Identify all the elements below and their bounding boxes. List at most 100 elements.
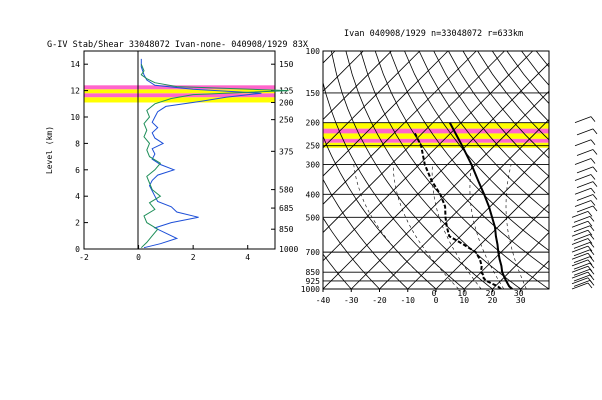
isotherm (323, 51, 392, 121)
skewt-band (323, 138, 549, 143)
dry-adiabat (345, 51, 522, 289)
temp-tick-label: 0 (434, 296, 439, 305)
isotherm-label: 30 (514, 289, 524, 298)
wind-barb-flag (587, 245, 593, 252)
stability-panel: G-IV Stab/Shear 33048072 Ivan-none- 0409… (45, 40, 309, 262)
wind-barb (573, 234, 591, 241)
skewt-band (323, 128, 549, 134)
y-tick-label: 0 (75, 245, 80, 254)
temp-tick-label: -20 (372, 296, 387, 305)
pressure-tick-label: 250 (279, 116, 294, 125)
wind-barb (573, 249, 591, 257)
isotherm (323, 51, 364, 92)
isotherm (407, 147, 549, 289)
wind-barb (574, 200, 592, 207)
dry-adiabat (462, 51, 549, 159)
moist-adiabat (505, 164, 527, 289)
dry-adiabat (551, 51, 602, 289)
pressure-tick-label: 375 (279, 147, 294, 156)
moist-adiabat (469, 164, 505, 289)
wind-barb-flag (587, 229, 593, 236)
x-tick-label: -2 (79, 253, 89, 262)
stability-series-line (140, 58, 262, 249)
isotherm (323, 51, 505, 234)
wind-barb (571, 277, 589, 285)
isotherm (323, 51, 449, 177)
wind-barb-flag (590, 139, 596, 145)
wind-barb-flag (587, 277, 593, 283)
isotherm (463, 203, 549, 289)
isotherm (520, 260, 549, 289)
wind-barb (571, 229, 589, 237)
pressure-label: 850 (306, 268, 321, 277)
wind-barb (573, 268, 591, 276)
wind-barb-flag (587, 211, 593, 217)
wind-barb (571, 245, 589, 253)
pressure-label: 100 (306, 47, 321, 56)
dry-adiabat (323, 80, 465, 289)
skewt-band (323, 133, 549, 139)
temp-tick-label: 30 (516, 296, 526, 305)
stability-title: G-IV Stab/Shear 33048072 Ivan-none- 0409… (47, 40, 309, 50)
isotherm-label: 10 (457, 289, 467, 298)
moist-adiabat (353, 164, 437, 289)
wind-barb (571, 265, 589, 273)
wind-barb (574, 116, 592, 124)
wind-barb-flag (592, 194, 598, 200)
wind-barb (576, 149, 594, 156)
skewt-grid (323, 51, 602, 289)
stability-band (84, 97, 275, 103)
wind-barb-flag (590, 188, 596, 194)
dry-adiabat (477, 51, 549, 141)
wind-barb (574, 187, 592, 195)
isotherm (323, 51, 534, 262)
wind-barb-flag (592, 166, 598, 173)
temp-tick-label: 20 (488, 296, 498, 305)
wind-barb-flag (587, 271, 593, 278)
wind-barb (576, 166, 594, 174)
pressure-label: 200 (306, 119, 321, 128)
stability-ylabel: Level (km) (45, 126, 54, 174)
temp-tick-label: -30 (344, 296, 359, 305)
skewt-series (413, 122, 513, 289)
moist-adiabat (431, 164, 482, 289)
dry-adiabat (323, 135, 437, 289)
stability-frame (83, 50, 276, 250)
wind-barb (571, 252, 589, 260)
isotherm-label: 20 (486, 289, 496, 298)
stability-bands (84, 85, 275, 103)
dry-adiabat (535, 51, 549, 68)
skewt-title: Ivan 040908/1929 n=33048072 r=633km (344, 29, 523, 39)
dry-adiabat (323, 217, 380, 289)
y-tick-label: 10 (70, 113, 80, 122)
pressure-label: 400 (306, 190, 321, 199)
pressure-tick-label: 1000 (279, 245, 298, 254)
stability-series (140, 58, 289, 249)
wind-barb (573, 274, 591, 282)
wind-barb-flag (587, 238, 593, 244)
wind-barb (576, 181, 594, 188)
isotherm (548, 288, 549, 289)
wind-barb (571, 210, 589, 218)
wind-barb-flag (589, 225, 595, 232)
pressure-tick-label: 200 (279, 98, 294, 107)
x-tick-label: 2 (191, 253, 196, 262)
y-tick-label: 4 (75, 192, 80, 201)
pressure-label: 250 (306, 142, 321, 151)
stability-band (84, 85, 275, 90)
dry-adiabat (404, 51, 549, 233)
y-tick-label: 6 (75, 166, 80, 175)
skewt-panel: Ivan 040908/1929 n=33048072 r=633km 1001… (301, 29, 602, 305)
wind-barb-flag (590, 174, 596, 180)
wind-barb-flag (592, 205, 598, 212)
wind-barb (574, 158, 592, 165)
pressure-tick-label: 150 (279, 60, 294, 69)
wind-barb-flag (592, 181, 598, 187)
y-tick-label: 14 (70, 60, 80, 69)
pressure-label: 150 (306, 89, 321, 98)
wind-barb (573, 256, 591, 264)
pressure-label: 925 (306, 277, 321, 286)
temp-tick-label: -10 (401, 296, 416, 305)
